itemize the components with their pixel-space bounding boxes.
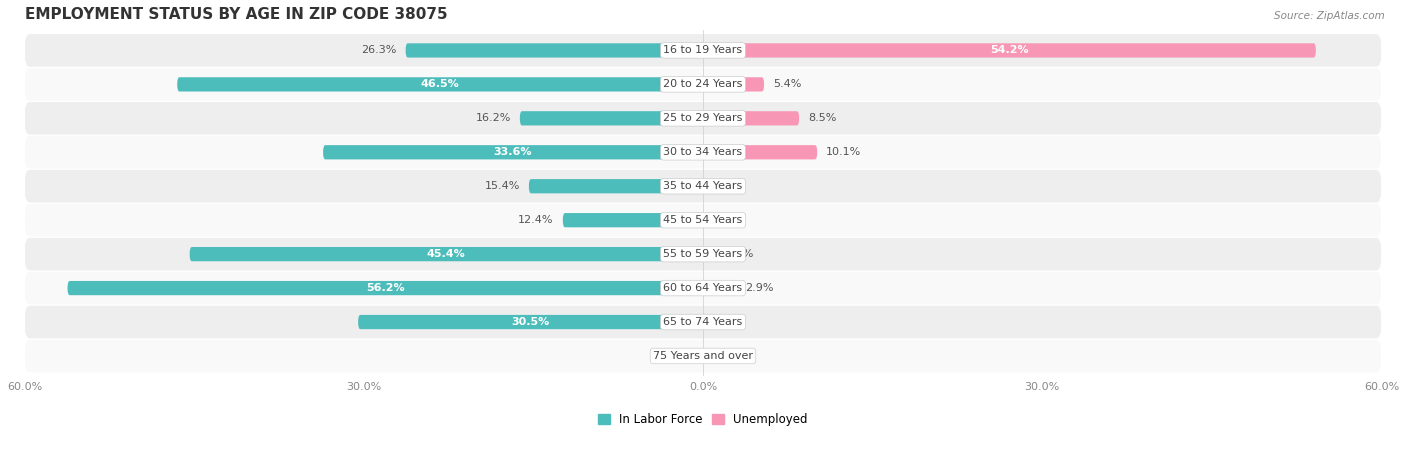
Text: 20 to 24 Years: 20 to 24 Years: [664, 79, 742, 89]
FancyBboxPatch shape: [24, 272, 1382, 304]
Text: 12.4%: 12.4%: [519, 215, 554, 225]
Text: 54.2%: 54.2%: [990, 46, 1029, 55]
Text: 75 Years and over: 75 Years and over: [652, 351, 754, 361]
FancyBboxPatch shape: [562, 213, 703, 227]
FancyBboxPatch shape: [703, 43, 1316, 58]
Legend: In Labor Force, Unemployed: In Labor Force, Unemployed: [598, 413, 808, 426]
Text: 0.0%: 0.0%: [711, 181, 741, 191]
FancyBboxPatch shape: [703, 111, 799, 125]
Text: 35 to 44 Years: 35 to 44 Years: [664, 181, 742, 191]
FancyBboxPatch shape: [703, 77, 763, 92]
Text: 46.5%: 46.5%: [420, 79, 460, 89]
FancyBboxPatch shape: [520, 111, 703, 125]
Text: 65 to 74 Years: 65 to 74 Years: [664, 317, 742, 327]
Text: 16 to 19 Years: 16 to 19 Years: [664, 46, 742, 55]
Text: 45.4%: 45.4%: [427, 249, 465, 259]
Text: EMPLOYMENT STATUS BY AGE IN ZIP CODE 38075: EMPLOYMENT STATUS BY AGE IN ZIP CODE 380…: [24, 7, 447, 22]
Text: 2.9%: 2.9%: [745, 283, 773, 293]
FancyBboxPatch shape: [24, 34, 1382, 67]
Text: 30 to 34 Years: 30 to 34 Years: [664, 147, 742, 157]
FancyBboxPatch shape: [24, 238, 1382, 271]
FancyBboxPatch shape: [177, 77, 703, 92]
FancyBboxPatch shape: [24, 306, 1382, 338]
Text: 8.5%: 8.5%: [808, 113, 837, 123]
Text: 45 to 54 Years: 45 to 54 Years: [664, 215, 742, 225]
Text: 10.1%: 10.1%: [827, 147, 862, 157]
FancyBboxPatch shape: [190, 247, 703, 261]
Text: 0.0%: 0.0%: [711, 351, 741, 361]
Text: 1.2%: 1.2%: [725, 249, 754, 259]
Text: 0.0%: 0.0%: [665, 351, 695, 361]
Text: Source: ZipAtlas.com: Source: ZipAtlas.com: [1274, 11, 1385, 21]
Text: 26.3%: 26.3%: [361, 46, 396, 55]
FancyBboxPatch shape: [703, 145, 817, 159]
FancyBboxPatch shape: [703, 281, 735, 295]
Text: 33.6%: 33.6%: [494, 147, 533, 157]
FancyBboxPatch shape: [359, 315, 703, 329]
FancyBboxPatch shape: [67, 281, 703, 295]
FancyBboxPatch shape: [323, 145, 703, 159]
FancyBboxPatch shape: [24, 102, 1382, 135]
FancyBboxPatch shape: [24, 136, 1382, 169]
FancyBboxPatch shape: [24, 204, 1382, 236]
FancyBboxPatch shape: [529, 179, 703, 193]
FancyBboxPatch shape: [24, 68, 1382, 101]
FancyBboxPatch shape: [703, 247, 717, 261]
Text: 5.4%: 5.4%: [773, 79, 801, 89]
FancyBboxPatch shape: [24, 170, 1382, 202]
FancyBboxPatch shape: [405, 43, 703, 58]
Text: 56.2%: 56.2%: [366, 283, 405, 293]
Text: 60 to 64 Years: 60 to 64 Years: [664, 283, 742, 293]
Text: 15.4%: 15.4%: [485, 181, 520, 191]
FancyBboxPatch shape: [24, 340, 1382, 372]
Text: 25 to 29 Years: 25 to 29 Years: [664, 113, 742, 123]
Text: 55 to 59 Years: 55 to 59 Years: [664, 249, 742, 259]
Text: 16.2%: 16.2%: [475, 113, 510, 123]
Text: 30.5%: 30.5%: [512, 317, 550, 327]
Text: 0.0%: 0.0%: [711, 215, 741, 225]
Text: 0.0%: 0.0%: [711, 317, 741, 327]
